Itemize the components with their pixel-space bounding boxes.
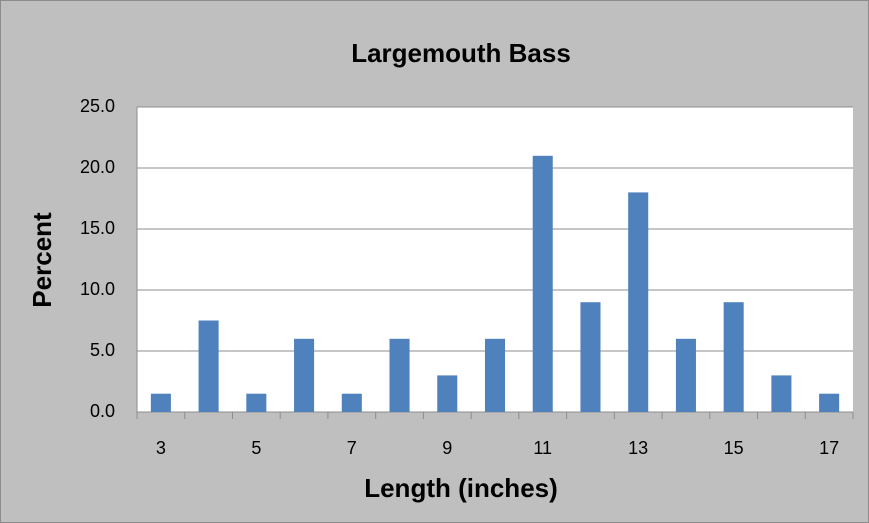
x-tick-label: 13	[628, 438, 648, 458]
y-tick-label: 15.0	[80, 218, 115, 238]
bar	[580, 302, 601, 412]
chart-title: Largemouth Bass	[351, 38, 571, 68]
bar	[723, 302, 744, 412]
bar	[771, 375, 792, 412]
x-tick-label: 7	[347, 438, 357, 458]
bar	[532, 155, 553, 413]
y-tick-label: 0.0	[90, 401, 115, 421]
x-tick-label: 15	[724, 438, 744, 458]
bar	[198, 320, 219, 412]
bar	[246, 393, 267, 412]
x-tick-label: 3	[156, 438, 166, 458]
y-tick-label: 25.0	[80, 96, 115, 116]
y-tick-label: 10.0	[80, 279, 115, 299]
y-tick-label: 5.0	[90, 340, 115, 360]
y-tick-label: 20.0	[80, 157, 115, 177]
x-tick-label: 5	[251, 438, 261, 458]
x-tick-label: 17	[819, 438, 839, 458]
bar	[675, 338, 696, 412]
bar	[341, 393, 362, 412]
bar	[628, 192, 649, 412]
bar	[819, 393, 840, 412]
y-axis-title: Percent	[27, 212, 57, 308]
bar	[437, 375, 458, 412]
bar	[389, 338, 410, 412]
x-axis-title: Length (inches)	[364, 473, 558, 503]
bar	[484, 338, 506, 412]
x-tick-label: 11	[533, 438, 552, 458]
x-tick-label: 9	[442, 438, 452, 458]
bar	[150, 393, 171, 412]
bar	[294, 338, 315, 412]
